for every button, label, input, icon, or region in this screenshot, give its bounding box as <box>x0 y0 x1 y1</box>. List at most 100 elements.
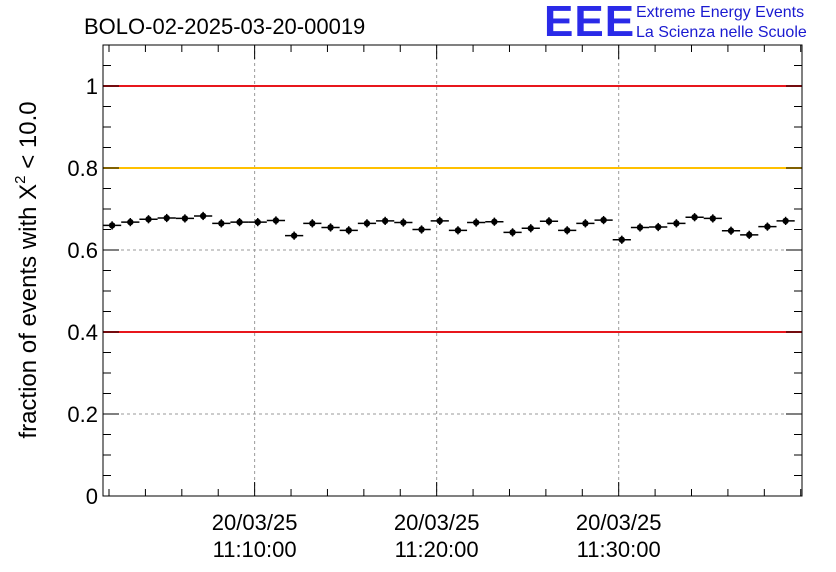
y-tick-label: 0.2 <box>67 402 98 427</box>
data-point-marker <box>381 217 389 225</box>
data-point <box>376 216 395 225</box>
data-point-marker <box>563 227 571 234</box>
grid <box>103 45 802 496</box>
data-point <box>649 222 668 232</box>
y-tick-labels: 0 0.2 0.4 0.6 0.8 1 <box>67 74 98 509</box>
data-point-marker <box>491 218 498 225</box>
data-point <box>576 219 595 228</box>
data-point-marker <box>236 218 243 226</box>
data-point <box>430 216 449 225</box>
data-point-marker <box>454 227 462 234</box>
data-point-marker <box>254 218 261 226</box>
y-axis-label-suffix: < 10.0 <box>15 101 42 175</box>
data-point <box>485 217 504 226</box>
data-point-marker <box>418 226 425 233</box>
data-point <box>303 219 322 228</box>
data-point <box>357 219 377 228</box>
data-point <box>175 214 195 223</box>
y-tick-label: 0.8 <box>67 156 98 181</box>
data-point-marker <box>272 217 280 224</box>
reference-lines <box>103 85 802 333</box>
data-points <box>103 211 795 244</box>
x-tick-label-time: 11:20:00 <box>395 537 479 562</box>
data-point <box>740 230 759 239</box>
data-point <box>412 225 431 234</box>
eee-logo-mark: EEE <box>544 0 636 46</box>
data-point <box>266 216 286 225</box>
data-point <box>448 226 468 235</box>
data-point-marker <box>600 216 607 224</box>
data-point <box>521 224 540 233</box>
x-tick-label-time: 11:10:00 <box>213 537 297 562</box>
data-point <box>230 218 249 227</box>
data-point-marker <box>218 220 225 227</box>
x-tick-labels: 20/03/2511:10:0020/03/2511:20:0020/03/25… <box>212 510 662 562</box>
data-point <box>121 218 140 227</box>
data-point-marker <box>618 236 625 243</box>
data-point-marker <box>654 223 662 231</box>
eee-logo-line1: Extreme Energy Events <box>636 4 805 21</box>
data-point-marker <box>472 219 480 226</box>
x-tick-label-date: 20/03/25 <box>212 510 298 535</box>
y-tick-label: 0 <box>86 484 98 509</box>
data-point-marker <box>636 224 644 231</box>
data-point-marker <box>309 220 316 227</box>
data-point <box>212 219 231 228</box>
data-point-marker <box>527 225 534 232</box>
data-point <box>776 216 795 225</box>
data-point <box>503 228 522 237</box>
data-point-marker <box>145 216 152 223</box>
plot-frame <box>102 44 803 497</box>
data-point <box>103 221 122 230</box>
data-point-marker <box>782 217 789 225</box>
data-point <box>339 226 358 235</box>
eee-logo-line2: La Scienza nelle Scuole <box>636 24 807 41</box>
data-point-marker <box>181 215 189 222</box>
data-point-marker <box>709 215 717 222</box>
data-point-marker <box>327 224 334 231</box>
data-point <box>285 231 304 240</box>
data-point-marker <box>290 232 298 239</box>
data-point <box>139 215 158 224</box>
data-point <box>758 222 777 231</box>
data-point <box>594 215 613 225</box>
data-point <box>685 213 704 222</box>
data-point <box>558 226 577 235</box>
data-point-marker <box>764 223 771 230</box>
y-axis-label-sup: 2 <box>12 175 29 183</box>
data-point-marker <box>545 218 553 225</box>
y-tick-label: 0.6 <box>67 238 98 263</box>
y-tick-label: 0.4 <box>67 320 98 345</box>
data-point <box>630 223 650 232</box>
data-point-marker <box>582 220 589 227</box>
chart-title: BOLO-02-2025-03-20-00019 <box>84 14 365 39</box>
data-point <box>721 226 741 235</box>
data-point <box>321 223 340 232</box>
data-point-marker <box>199 212 207 220</box>
data-point <box>194 211 213 221</box>
data-point-marker <box>746 231 753 239</box>
data-point <box>703 214 722 223</box>
data-point-marker <box>345 227 352 234</box>
data-point <box>394 218 413 227</box>
eee-logo: EEE Extreme Energy Events La Scienza nel… <box>544 0 834 46</box>
data-point-marker <box>436 217 443 225</box>
data-point <box>157 213 176 223</box>
y-axis-label: fraction of events with X2 < 10.0 <box>12 101 42 438</box>
data-point <box>248 218 267 227</box>
data-point-marker <box>127 218 134 226</box>
x-tick-label-date: 20/03/25 <box>394 510 480 535</box>
axis-ticks <box>103 44 802 497</box>
x-tick-label-date: 20/03/25 <box>576 510 662 535</box>
data-point-marker <box>509 229 516 236</box>
data-point-marker <box>691 214 698 221</box>
data-point <box>612 235 631 244</box>
data-point <box>539 217 559 226</box>
data-point-marker <box>400 219 407 226</box>
data-point-marker <box>363 220 371 227</box>
y-axis-label-prefix: fraction of events with X <box>15 184 42 439</box>
data-point <box>667 219 686 228</box>
data-point-marker <box>108 222 116 229</box>
data-point-marker <box>727 227 735 234</box>
